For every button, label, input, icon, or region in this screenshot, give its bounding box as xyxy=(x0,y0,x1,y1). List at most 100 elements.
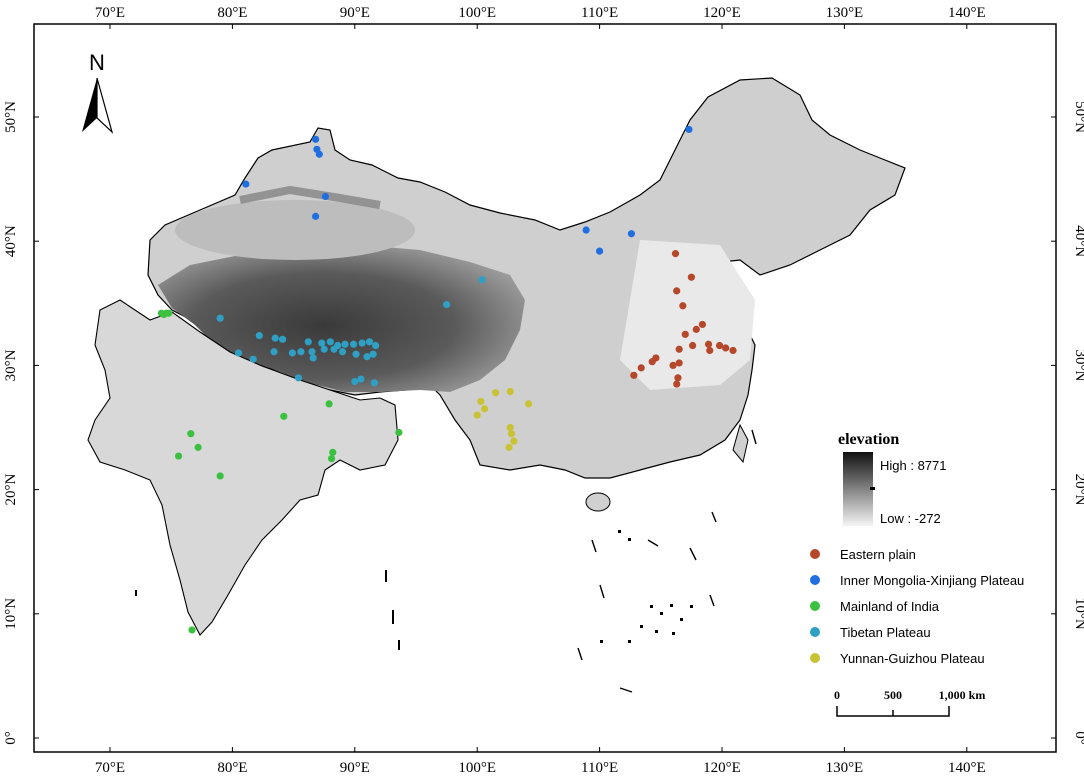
y-axis-labels-left: 0° 10°N 20°N 30°N 40°N 50°N xyxy=(3,101,19,745)
legend-label: Mainland of India xyxy=(840,599,940,614)
mainland-india-site xyxy=(174,452,183,460)
scale-bar-line xyxy=(836,706,950,717)
north-arrow: N xyxy=(82,50,114,134)
landmass-layer xyxy=(87,77,906,693)
legend-label: Inner Mongolia-Xinjiang Plateau xyxy=(840,573,1024,588)
eastern-plain-site xyxy=(715,341,724,350)
mainland-india-site xyxy=(329,448,337,456)
y-tick-label-left: 0° xyxy=(3,731,19,745)
y-tick-label-right: 50°N xyxy=(1072,101,1084,133)
x-tick-label-top: 130°E xyxy=(826,5,864,21)
elevation-high-label: High : 8771 xyxy=(880,458,947,473)
eastern-plain-site xyxy=(675,345,683,353)
tibetan-plateau-site xyxy=(288,349,296,357)
x-tick-label-top: 80°E xyxy=(217,5,247,21)
tibetan-plateau-site xyxy=(330,345,338,353)
tibetan-plateau-site xyxy=(216,314,224,322)
legend-label: Eastern plain xyxy=(840,547,916,562)
eastern-plain-site xyxy=(729,346,737,355)
tibetan-plateau-site xyxy=(478,276,486,284)
x-tick-label-bottom: 110°E xyxy=(581,760,618,776)
tibetan-plateau-site xyxy=(352,350,360,358)
x-tick-label-bottom: 130°E xyxy=(826,760,864,776)
y-tick-label-left: 40°N xyxy=(3,225,19,257)
y-tick-label-left: 20°N xyxy=(3,474,19,506)
eastern-plain-site xyxy=(648,358,656,366)
yunnan-guizhou-site xyxy=(507,430,516,438)
india-landmass xyxy=(87,299,399,636)
tarim-basin xyxy=(175,200,415,260)
tibetan-plateau-site xyxy=(304,338,312,346)
legend-label: Tibetan Plateau xyxy=(840,625,931,640)
x-axis-labels-top: 70°E 80°E 90°E 100°E 110°E 120°E 130°E 140°E xyxy=(95,5,986,21)
tibetan-plateau-site xyxy=(270,348,278,356)
tibetan-plateau-site xyxy=(249,355,257,363)
y-tick-label-right: 30°N xyxy=(1072,349,1084,381)
tibetan-plateau-site xyxy=(255,331,263,340)
boundary-dashes xyxy=(577,429,757,693)
inner-mongolia-xinjiang-site xyxy=(582,226,590,234)
eastern-plain-site xyxy=(675,359,683,367)
hainan-island xyxy=(585,492,611,512)
tibetan-plateau-site xyxy=(363,353,371,361)
eastern-plain-site xyxy=(706,346,714,355)
x-tick-label-bottom: 80°E xyxy=(217,760,247,776)
inner-mongolia-xinjiang-site xyxy=(242,180,250,188)
legend-swatch xyxy=(810,601,820,611)
elevation-low-label: Low : -272 xyxy=(880,511,941,526)
taiwan-island xyxy=(732,423,749,464)
tibetan-plateau-site xyxy=(365,338,374,346)
eastern-plain-site xyxy=(689,341,697,350)
scale-label-1000: 1,000 km xyxy=(939,688,986,702)
tibetan-plateau-site xyxy=(318,339,326,347)
eastern-plain-site xyxy=(630,371,638,379)
yunnan-guizhou-site xyxy=(506,423,514,432)
tibetan-plateau-site xyxy=(369,350,377,358)
eastern-plain-site xyxy=(671,250,680,258)
x-tick-label-bottom: 140°E xyxy=(948,760,986,776)
tibetan-plateau-site xyxy=(370,379,378,387)
eastern-plain-site xyxy=(704,340,713,348)
tibetan-plateau-site xyxy=(294,374,303,382)
yunnan-guizhou-site xyxy=(506,387,514,396)
tibetan-plateau-site xyxy=(358,339,366,347)
tibetan-plateau-site xyxy=(308,348,316,356)
tibetan-plateau-site xyxy=(297,348,305,356)
tibetan-plateau-site xyxy=(357,375,365,383)
legend-label: Yunnan-Guizhou Plateau xyxy=(840,651,985,666)
x-tick-label-bottom: 70°E xyxy=(95,760,125,776)
yunnan-guizhou-site xyxy=(491,389,500,397)
y-tick-label-right: 20°N xyxy=(1072,474,1084,506)
elevation-legend: elevation High : 8771 Low : -272 xyxy=(838,431,947,526)
x-axis-labels-bottom: 70°E 80°E 90°E 100°E 110°E 120°E 130°E 140°E xyxy=(95,760,986,776)
north-label: N xyxy=(89,50,105,75)
yunnan-guizhou-site xyxy=(510,437,518,445)
yunnan-guizhou-site xyxy=(480,405,489,413)
tibetan-plateau-site xyxy=(349,340,358,348)
legend-swatch xyxy=(810,653,820,663)
mainland-india-site xyxy=(325,400,333,408)
tibetan-plateau-site xyxy=(338,348,347,356)
eastern-plain-site xyxy=(679,302,687,310)
eastern-plain-site xyxy=(673,287,681,295)
eastern-lowland xyxy=(620,240,755,390)
x-tick-label-top: 70°E xyxy=(95,5,125,21)
x-tick-label-top: 140°E xyxy=(948,5,986,21)
tibetan-plateau-site xyxy=(326,338,334,346)
mainland-india-site xyxy=(327,454,336,463)
x-tick-label-top: 110°E xyxy=(581,5,618,21)
mainland-india-site xyxy=(188,626,196,634)
tibetan-plateau-site xyxy=(234,349,243,357)
eastern-plain-site xyxy=(681,330,689,338)
inner-mongolia-xinjiang-site xyxy=(312,212,320,220)
tibetan-plateau-relief xyxy=(158,245,525,392)
eastern-plain-site xyxy=(687,273,696,281)
inner-mongolia-xinjiang-site xyxy=(315,150,323,158)
tibetan-plateau-site xyxy=(372,341,380,350)
inner-mongolia-xinjiang-site xyxy=(627,230,636,238)
mainland-india-site xyxy=(216,472,224,480)
x-tick-label-top: 100°E xyxy=(458,5,496,21)
yunnan-guizhou-site xyxy=(505,443,513,451)
x-tick-label-top: 90°E xyxy=(340,5,370,21)
